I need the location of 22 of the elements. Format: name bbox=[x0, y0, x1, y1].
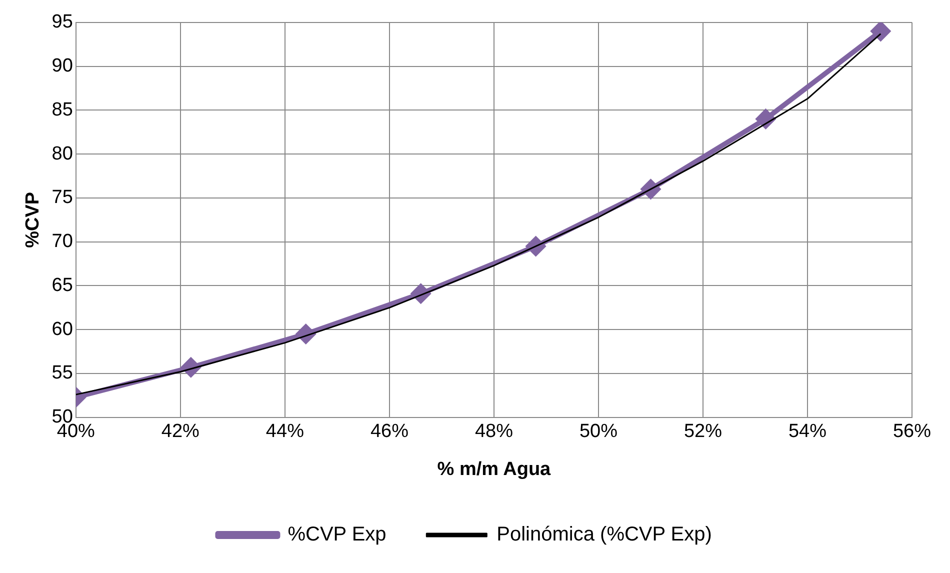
x-tick-label: 42% bbox=[161, 421, 200, 442]
y-tick-label: 80 bbox=[52, 143, 73, 164]
x-tick-label: 48% bbox=[474, 421, 514, 442]
y-axis-title: %CVP bbox=[22, 192, 44, 248]
x-tick-label: 50% bbox=[579, 421, 618, 442]
y-tick-label: 90 bbox=[52, 56, 73, 77]
x-tick-label: 56% bbox=[892, 421, 932, 442]
x-tick-label: 44% bbox=[266, 421, 304, 442]
x-axis-title: % m/m Agua bbox=[437, 458, 552, 480]
legend-label: Polinómica (%CVP Exp) bbox=[496, 524, 712, 546]
y-tick-label: 75 bbox=[52, 187, 73, 208]
y-tick-label: 55 bbox=[52, 362, 73, 384]
y-tick-label: 95 bbox=[52, 12, 73, 33]
y-tick-label: 60 bbox=[52, 318, 73, 340]
x-tick-label: 52% bbox=[684, 421, 722, 442]
y-tick-label: 70 bbox=[52, 231, 73, 252]
y-tick-label: 85 bbox=[52, 99, 73, 120]
y-tick-label: 65 bbox=[52, 274, 73, 296]
legend-label: %CVP Exp bbox=[288, 524, 386, 546]
point bbox=[871, 22, 890, 41]
x-tick-label: 54% bbox=[788, 421, 827, 442]
x-tick-label: 46% bbox=[370, 421, 409, 442]
